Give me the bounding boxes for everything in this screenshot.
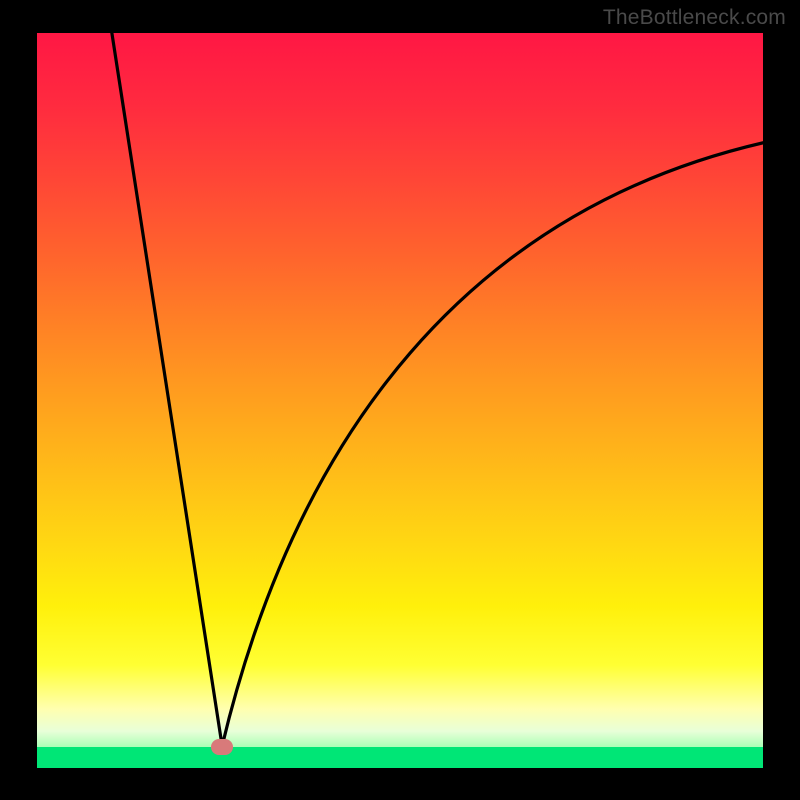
bottleneck-curve [37, 33, 763, 768]
chart-plot-area [37, 33, 763, 768]
curve-path [110, 33, 763, 746]
notch-marker [211, 739, 233, 755]
watermark-text: TheBottleneck.com [603, 6, 786, 30]
